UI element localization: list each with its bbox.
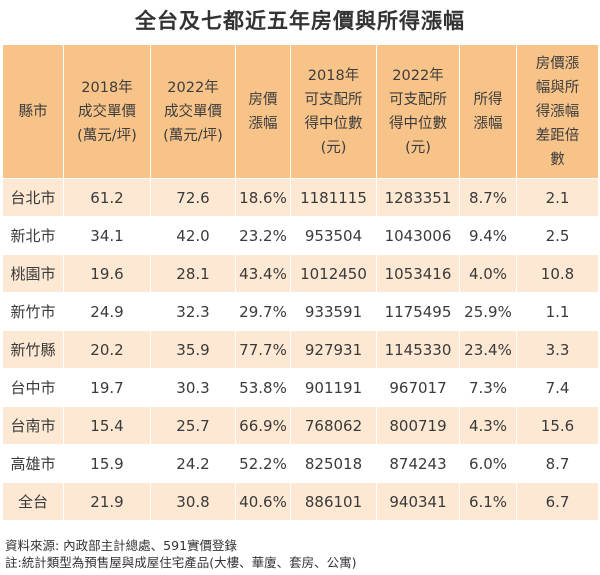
table-cell: 874243 (376, 444, 460, 483)
table-cell: 桃園市 (2, 254, 64, 293)
table-cell: 42.0 (150, 216, 236, 255)
header-cell-2022-income: 2022年 可支配所 得中位數 (元) (376, 44, 460, 179)
table-cell: 953504 (290, 216, 377, 255)
table-row: 台南市 15.4 25.7 66.9% 768062 800719 4.3% 15.6 (2, 406, 599, 445)
table-cell: 8.7 (516, 444, 599, 483)
table-cell: 新竹縣 (2, 330, 64, 369)
table-cell: 40.6% (235, 482, 291, 521)
header-cell-price-growth: 房價 漲幅 (235, 44, 291, 179)
table-cell: 3.3 (516, 330, 599, 369)
source-note: 資料來源: 內政部主計總處、591實價登錄 (5, 538, 238, 553)
table-cell: 768062 (290, 406, 377, 445)
table-row: 全台 21.9 30.8 40.6% 886101 940341 6.1% 6.7 (2, 482, 599, 521)
header-row: 縣市 2018年 成交單價 (萬元/坪) 2022年 成交單價 (萬元/坪) 房… (2, 44, 599, 179)
header-cell-2018-income: 2018年 可支配所 得中位數 (元) (290, 44, 377, 179)
table-cell: 21.9 (63, 482, 151, 521)
table-cell: 23.4% (459, 330, 517, 369)
table-cell: 61.2 (63, 178, 151, 217)
table-cell: 940341 (376, 482, 460, 521)
table-cell: 15.9 (63, 444, 151, 483)
table-cell: 29.7% (235, 292, 291, 331)
table-cell: 1.1 (516, 292, 599, 331)
table-cell: 7.4 (516, 368, 599, 407)
table-cell: 全台 (2, 482, 64, 521)
page-title: 全台及七都近五年房價與所得漲幅 (135, 9, 465, 33)
table-row: 新竹市 24.9 32.3 29.7% 933591 1175495 25.9% 1.1 (2, 292, 599, 331)
table-cell: 10.8 (516, 254, 599, 293)
table-cell: 25.9% (459, 292, 517, 331)
table-cell: 23.2% (235, 216, 291, 255)
table-row: 台中市 19.7 30.3 53.8% 901191 967017 7.3% 7.4 (2, 368, 599, 407)
table-cell: 台北市 (2, 178, 64, 217)
header-cell-county: 縣市 (2, 44, 64, 179)
table-cell: 1012450 (290, 254, 377, 293)
table-cell: 4.3% (459, 406, 517, 445)
table-cell: 台南市 (2, 406, 64, 445)
table-cell: 30.3 (150, 368, 236, 407)
header-cell-2018-price: 2018年 成交單價 (萬元/坪) (63, 44, 151, 179)
table-cell: 19.6 (63, 254, 151, 293)
type-note: 註:統計類型為預售屋與成屋住宅產品(大樓、華廈、套房、公寓) (5, 555, 357, 570)
table-cell: 新北市 (2, 216, 64, 255)
table-cell: 32.3 (150, 292, 236, 331)
table-row: 台北市 61.2 72.6 18.6% 1181115 1283351 8.7% 2.1 (2, 178, 599, 217)
table-cell: 18.6% (235, 178, 291, 217)
table-cell: 15.4 (63, 406, 151, 445)
table-cell: 1043006 (376, 216, 460, 255)
table-cell: 6.1% (459, 482, 517, 521)
table-cell: 53.8% (235, 368, 291, 407)
table-cell: 2.1 (516, 178, 599, 217)
table-row: 新竹縣 20.2 35.9 77.7% 927931 1145330 23.4% 3.3 (2, 330, 599, 369)
table-cell: 800719 (376, 406, 460, 445)
table-cell: 825018 (290, 444, 377, 483)
table-cell: 24.2 (150, 444, 236, 483)
table-cell: 8.7% (459, 178, 517, 217)
table-cell: 1175495 (376, 292, 460, 331)
table-cell: 72.6 (150, 178, 236, 217)
table-cell: 967017 (376, 368, 460, 407)
table-cell: 高雄市 (2, 444, 64, 483)
header-cell-gap-ratio: 房價漲 幅與所 得漲幅 差距倍 數 (516, 44, 599, 179)
table-cell: 20.2 (63, 330, 151, 369)
table-cell: 35.9 (150, 330, 236, 369)
table-cell: 6.0% (459, 444, 517, 483)
table-cell: 43.4% (235, 254, 291, 293)
table-cell: 901191 (290, 368, 377, 407)
table-cell: 15.6 (516, 406, 599, 445)
table-cell: 30.8 (150, 482, 236, 521)
table-cell: 886101 (290, 482, 377, 521)
table-row: 高雄市 15.9 24.2 52.2% 825018 874243 6.0% 8.7 (2, 444, 599, 483)
table-cell: 933591 (290, 292, 377, 331)
table-cell: 1181115 (290, 178, 377, 217)
table-cell: 6.7 (516, 482, 599, 521)
table-cell: 新竹市 (2, 292, 64, 331)
header-cell-income-growth: 所得 漲幅 (459, 44, 517, 179)
table-cell: 19.7 (63, 368, 151, 407)
table-cell: 24.9 (63, 292, 151, 331)
table-cell: 2.5 (516, 216, 599, 255)
table-row: 新北市 34.1 42.0 23.2% 953504 1043006 9.4% 2.5 (2, 216, 599, 255)
table-cell: 7.3% (459, 368, 517, 407)
table-cell: 66.9% (235, 406, 291, 445)
table-cell: 34.1 (63, 216, 151, 255)
table-cell: 1145330 (376, 330, 460, 369)
table-cell: 9.4% (459, 216, 517, 255)
header-cell-2022-price: 2022年 成交單價 (萬元/坪) (150, 44, 236, 179)
table-cell: 台中市 (2, 368, 64, 407)
table-cell: 927931 (290, 330, 377, 369)
table-cell: 25.7 (150, 406, 236, 445)
footnotes: 資料來源: 內政部主計總處、591實價登錄 註:統計類型為預售屋與成屋住宅產品(… (5, 537, 356, 571)
table-cell: 28.1 (150, 254, 236, 293)
table-cell: 1283351 (376, 178, 460, 217)
table-row: 桃園市 19.6 28.1 43.4% 1012450 1053416 4.0% 10.8 (2, 254, 599, 293)
table-cell: 1053416 (376, 254, 460, 293)
table-cell: 52.2% (235, 444, 291, 483)
price-income-table: 縣市 2018年 成交單價 (萬元/坪) 2022年 成交單價 (萬元/坪) 房… (2, 44, 599, 521)
table-body: 台北市 61.2 72.6 18.6% 1181115 1283351 8.7% 2.1 新北市… (2, 178, 599, 521)
table-cell: 77.7% (235, 330, 291, 369)
table-cell: 4.0% (459, 254, 517, 293)
